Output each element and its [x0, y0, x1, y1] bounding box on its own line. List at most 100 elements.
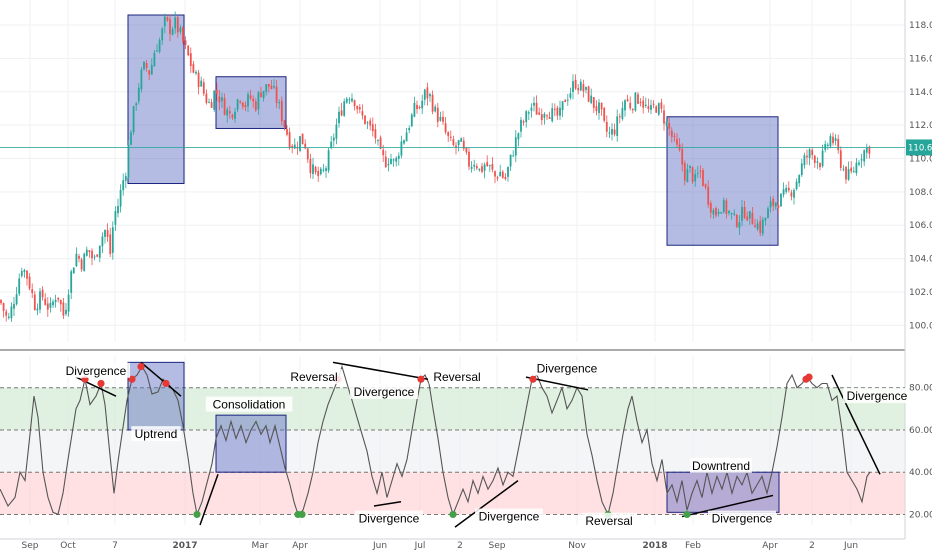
annotation-label: Consolidation [213, 398, 286, 412]
candle-up [423, 89, 426, 100]
candle-down [447, 132, 450, 137]
candle-down [540, 114, 543, 121]
annotation-label: Divergence [537, 362, 598, 376]
candle-down [655, 106, 658, 113]
candle-up [572, 81, 574, 93]
candle-up [158, 40, 161, 52]
trendline [831, 374, 881, 475]
candle-down [286, 129, 288, 135]
candle-down [813, 155, 816, 163]
candle-down [676, 138, 678, 145]
candle-up [387, 164, 390, 166]
candle-up [730, 212, 733, 214]
candle-down [819, 163, 821, 168]
oscillator-axis-tick: 60.000 [909, 426, 932, 436]
trendline [332, 361, 429, 380]
candle-up [150, 65, 153, 75]
last-price-line: 110.662 [0, 139, 932, 156]
candle-up [858, 162, 860, 165]
candle-down [850, 167, 853, 172]
candle-down [837, 139, 840, 151]
candle-up [262, 90, 265, 99]
candle-down [46, 303, 49, 310]
candle-up [83, 253, 86, 272]
candle-down [280, 100, 283, 122]
candle-up [293, 144, 296, 149]
candle-up [569, 93, 572, 98]
candle-down [306, 148, 309, 160]
price-highlight-box [215, 76, 287, 129]
candle-up [348, 99, 351, 101]
candle-up [140, 69, 143, 90]
candle-down [44, 298, 47, 305]
candle-down [465, 147, 468, 153]
candle-up [338, 111, 340, 124]
candle-down [80, 259, 83, 270]
candle-down [743, 206, 746, 218]
candle-up [694, 174, 697, 182]
candle-up [865, 147, 868, 153]
candle-up [767, 208, 769, 219]
price-axis-tick: 106.000 [909, 221, 932, 231]
candle-down [574, 79, 577, 89]
candle-up [200, 80, 203, 87]
candle-down [600, 102, 603, 110]
candle-up [377, 139, 379, 141]
candle-up [826, 144, 829, 146]
candle-down [442, 116, 444, 122]
candle-down [538, 112, 541, 115]
candle-down [652, 103, 655, 105]
candle-down [455, 145, 457, 148]
candle-up [392, 159, 395, 161]
candle-up [405, 132, 408, 142]
candle-down [832, 136, 834, 144]
candle-down [2, 303, 5, 311]
price-highlight-box [666, 116, 779, 246]
candle-up [119, 189, 122, 207]
time-axis-tick: 2 [809, 541, 815, 550]
candle-up [343, 101, 346, 116]
candle-up [410, 114, 413, 127]
candle-up [36, 308, 39, 311]
candle-up [748, 211, 751, 219]
candle-up [824, 144, 827, 150]
annotation-label-bg [843, 388, 911, 404]
candle-down [631, 109, 634, 111]
sell-signal-dot [805, 373, 813, 381]
candle-up [330, 141, 333, 148]
candle-down [668, 122, 671, 129]
annotation-label: Divergence [359, 512, 420, 526]
candle-down [522, 121, 525, 123]
candle-up [114, 211, 117, 225]
candle-down [57, 297, 60, 300]
annotation-label: Downtrend [692, 459, 750, 473]
time-axis-tick: 7 [112, 541, 118, 550]
candle-up [10, 306, 13, 319]
candle-down [626, 99, 629, 102]
candle-up [842, 168, 845, 170]
candle-up [769, 201, 772, 208]
candle-down [371, 124, 374, 132]
candle-up [738, 222, 741, 228]
candle-down [356, 105, 359, 110]
oscillator-highlight-box [215, 414, 287, 473]
candle-up [527, 112, 530, 114]
candle-down [369, 120, 372, 126]
last-price-label: 110.662 [908, 143, 932, 153]
candle-down [228, 111, 231, 114]
candle-up [390, 158, 392, 164]
candle-down [379, 137, 382, 149]
candle-up [488, 165, 491, 167]
sell-signal-dot [417, 375, 425, 383]
trendline [140, 361, 182, 397]
annotation-label-bg [475, 508, 543, 524]
oscillator-series [0, 364, 871, 517]
candle-down [5, 311, 8, 316]
candle-down [754, 225, 756, 228]
candle-down [546, 115, 548, 117]
last-price-tag [906, 139, 932, 156]
candle-up [585, 86, 587, 90]
candle-down [249, 95, 252, 99]
candle-down [605, 121, 608, 132]
candle-down [145, 63, 148, 68]
